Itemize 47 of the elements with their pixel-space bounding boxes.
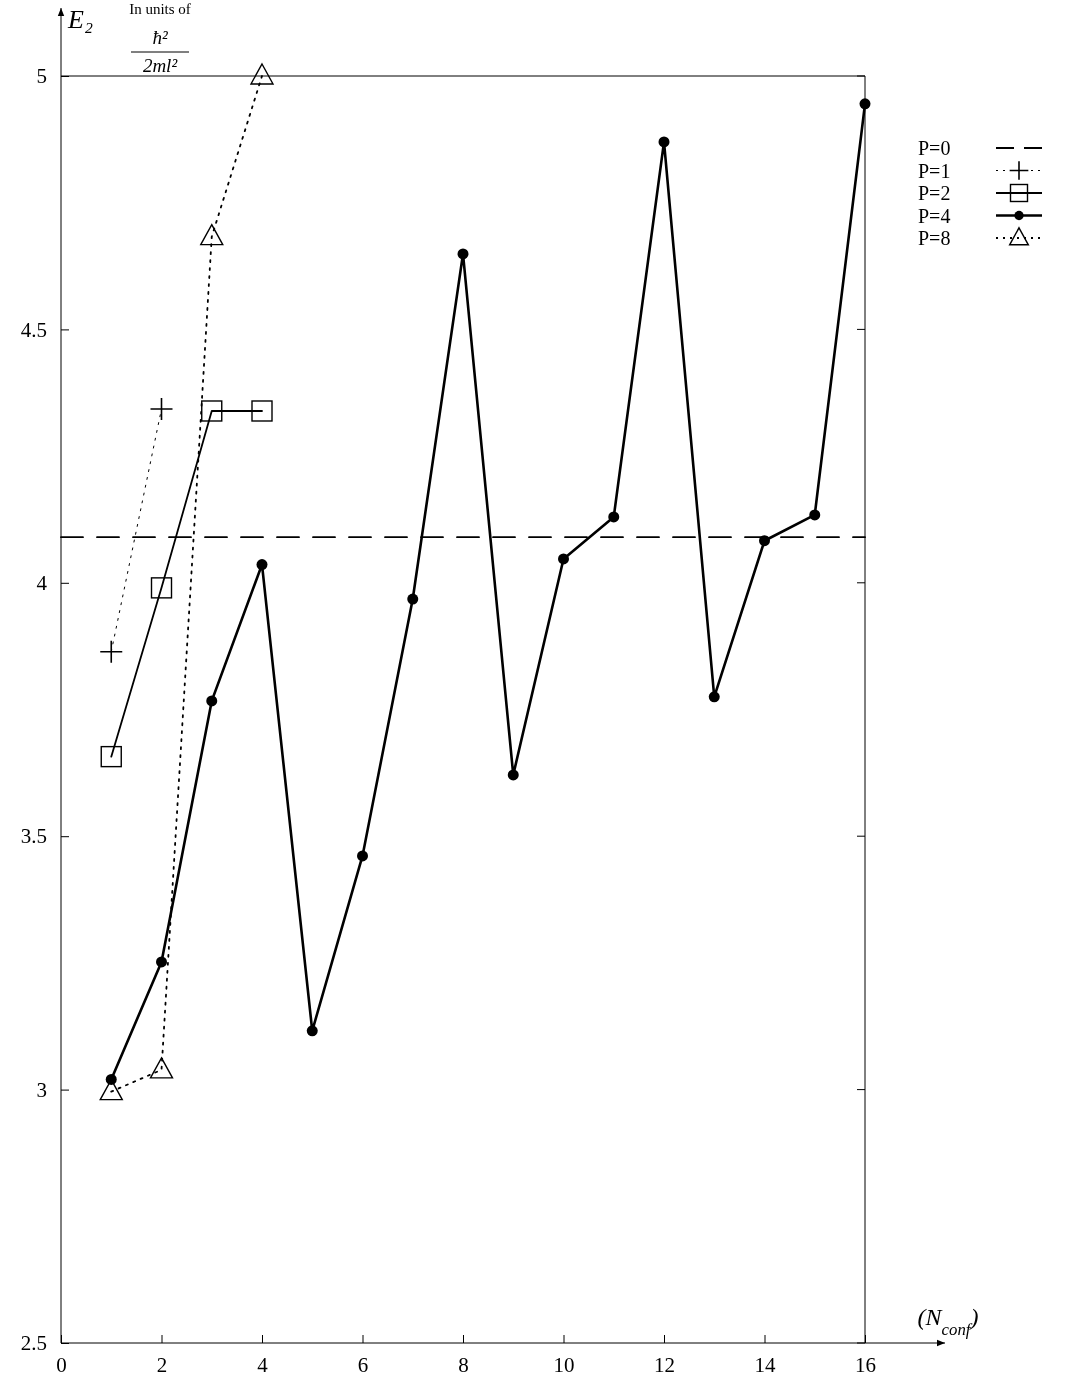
- point: [100, 640, 123, 663]
- legend-label: P=8: [918, 227, 951, 249]
- x-tick-label: 12: [654, 1352, 675, 1377]
- point: [206, 695, 218, 707]
- x-tick-label: 0: [56, 1352, 67, 1377]
- text: In units of: [129, 1, 191, 17]
- x-tick-label: 4: [257, 1352, 269, 1377]
- y-tick-label: 3: [36, 1077, 47, 1102]
- point: [809, 509, 821, 521]
- y-tick-label: 5: [36, 64, 47, 89]
- point: [256, 559, 268, 571]
- point: [100, 745, 122, 768]
- point: [251, 400, 273, 422]
- legend-label: P=1: [918, 159, 951, 182]
- point: [306, 1025, 318, 1037]
- point: [150, 397, 173, 420]
- legend-label: P=2: [918, 182, 951, 204]
- point: [658, 136, 670, 148]
- text: ħ²: [152, 27, 168, 48]
- point: [149, 1057, 174, 1079]
- point: [201, 400, 223, 422]
- y-tick-label: 4.5: [20, 317, 47, 342]
- legend-label: P=0: [918, 137, 951, 159]
- point: [507, 769, 519, 781]
- legend-label: P=4: [918, 204, 951, 227]
- point: [558, 553, 569, 565]
- x-tick-label: 2: [156, 1352, 168, 1377]
- x-tick-label: 14: [754, 1352, 776, 1377]
- y-axis-title: E₂: [67, 5, 93, 34]
- y-tick-label: 3.5: [20, 824, 47, 849]
- point: [608, 511, 620, 523]
- x-tick-label: 6: [357, 1352, 369, 1377]
- point: [457, 248, 469, 260]
- point: [357, 850, 368, 862]
- annotation: 2ml²: [142, 55, 178, 76]
- point: [156, 956, 167, 968]
- x-tick-label: 16: [855, 1352, 876, 1377]
- point: [759, 535, 770, 547]
- point: [859, 98, 871, 110]
- point: [150, 577, 173, 599]
- point: [407, 593, 419, 605]
- y-tick-label: 4: [36, 571, 48, 596]
- x-tick-label: 10: [553, 1352, 575, 1377]
- x-tick-label: 8: [458, 1352, 469, 1377]
- point: [708, 691, 720, 703]
- y-tick-label: 2.5: [20, 1331, 47, 1356]
- x-axis-title: (N$_{conf}$): [917, 1304, 979, 1339]
